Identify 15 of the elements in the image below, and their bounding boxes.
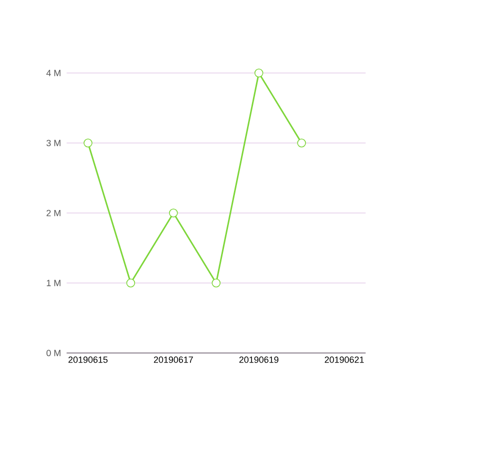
point <box>126 278 136 288</box>
x-tick-label: 20190619 <box>239 356 278 363</box>
y-tick-label: 1 M <box>46 280 60 286</box>
point <box>169 208 178 218</box>
point <box>254 68 264 78</box>
x-tick-label: 20190615 <box>68 356 108 363</box>
y-tick-label: 0 M <box>46 350 60 356</box>
point <box>212 278 221 288</box>
y-tick-label: 2 M <box>46 210 60 216</box>
y-tick-label: 4 M <box>46 70 60 76</box>
point <box>297 138 306 148</box>
x-tick-label: 20190617 <box>154 356 193 363</box>
x-tick-label: 20190621 <box>324 356 364 363</box>
y-tick-label: 3 M <box>46 140 60 146</box>
point <box>84 138 92 148</box>
